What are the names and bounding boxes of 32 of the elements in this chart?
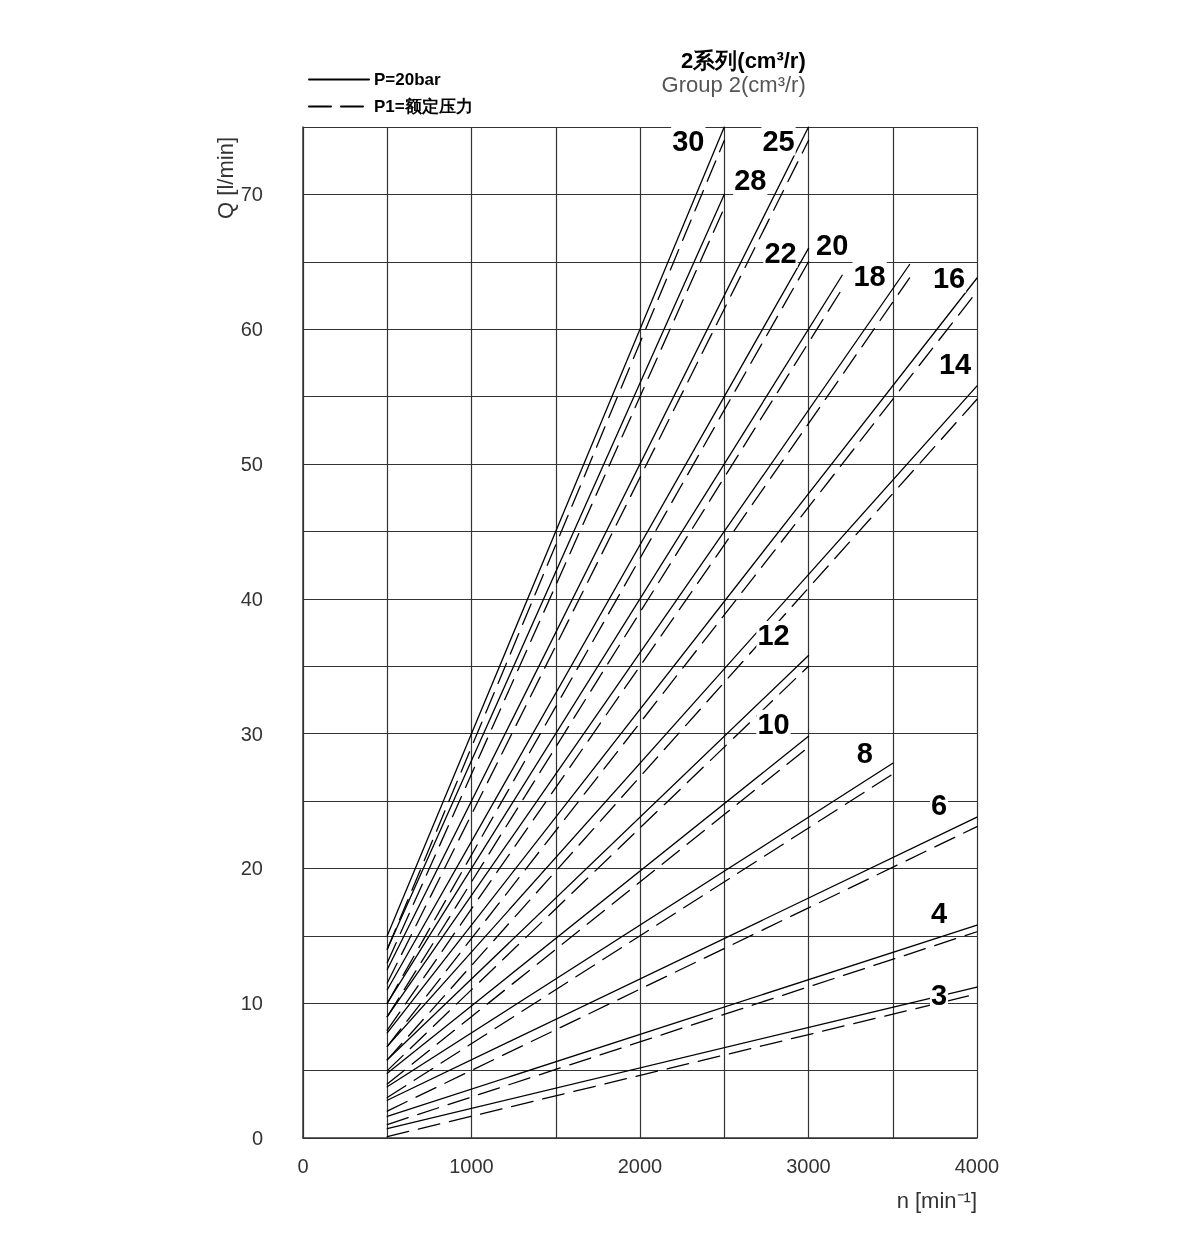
annotation: 18	[853, 260, 886, 293]
x-tick-label: 4000	[954, 1155, 1000, 1177]
annotation: 10	[757, 708, 790, 741]
x-tick-label: 1000	[449, 1155, 494, 1177]
annotation: 3	[930, 979, 948, 1012]
annotation: 20	[816, 229, 849, 262]
y-axis-title: Q [l/min]	[212, 137, 238, 219]
y-tick-label: 10	[240, 992, 263, 1015]
chart-title: 2系列(cm³/r)	[681, 47, 806, 73]
x-axis-title: n [min⁻¹]	[896, 1187, 977, 1213]
annotation: 8	[856, 737, 873, 770]
y-tick-label: 0	[251, 1127, 263, 1149]
annotation: 30	[672, 125, 705, 157]
y-tick-label: 70	[240, 183, 263, 206]
y-tick-label: 60	[240, 318, 263, 341]
annotation: 6	[930, 789, 948, 822]
x-tick-label: 3000	[786, 1155, 831, 1177]
annotation: 16	[932, 261, 966, 294]
legend-label: P1=额定压力	[374, 97, 473, 116]
y-tick-label: 20	[240, 857, 263, 880]
y-tick-label: 50	[240, 453, 263, 475]
y-tick-label: 40	[240, 587, 263, 610]
annotation: 14	[938, 347, 972, 380]
annotation: 25	[762, 125, 795, 157]
x-tick-label: 2000	[617, 1155, 663, 1177]
legend-label: P=20bar	[374, 70, 442, 89]
y-tick-label: 30	[240, 722, 263, 745]
annotation: 4	[930, 897, 948, 930]
annotation: 22	[764, 237, 797, 270]
annotation: 12	[757, 619, 790, 652]
annotation: 28	[734, 164, 767, 197]
x-tick-label: 0	[297, 1155, 309, 1177]
